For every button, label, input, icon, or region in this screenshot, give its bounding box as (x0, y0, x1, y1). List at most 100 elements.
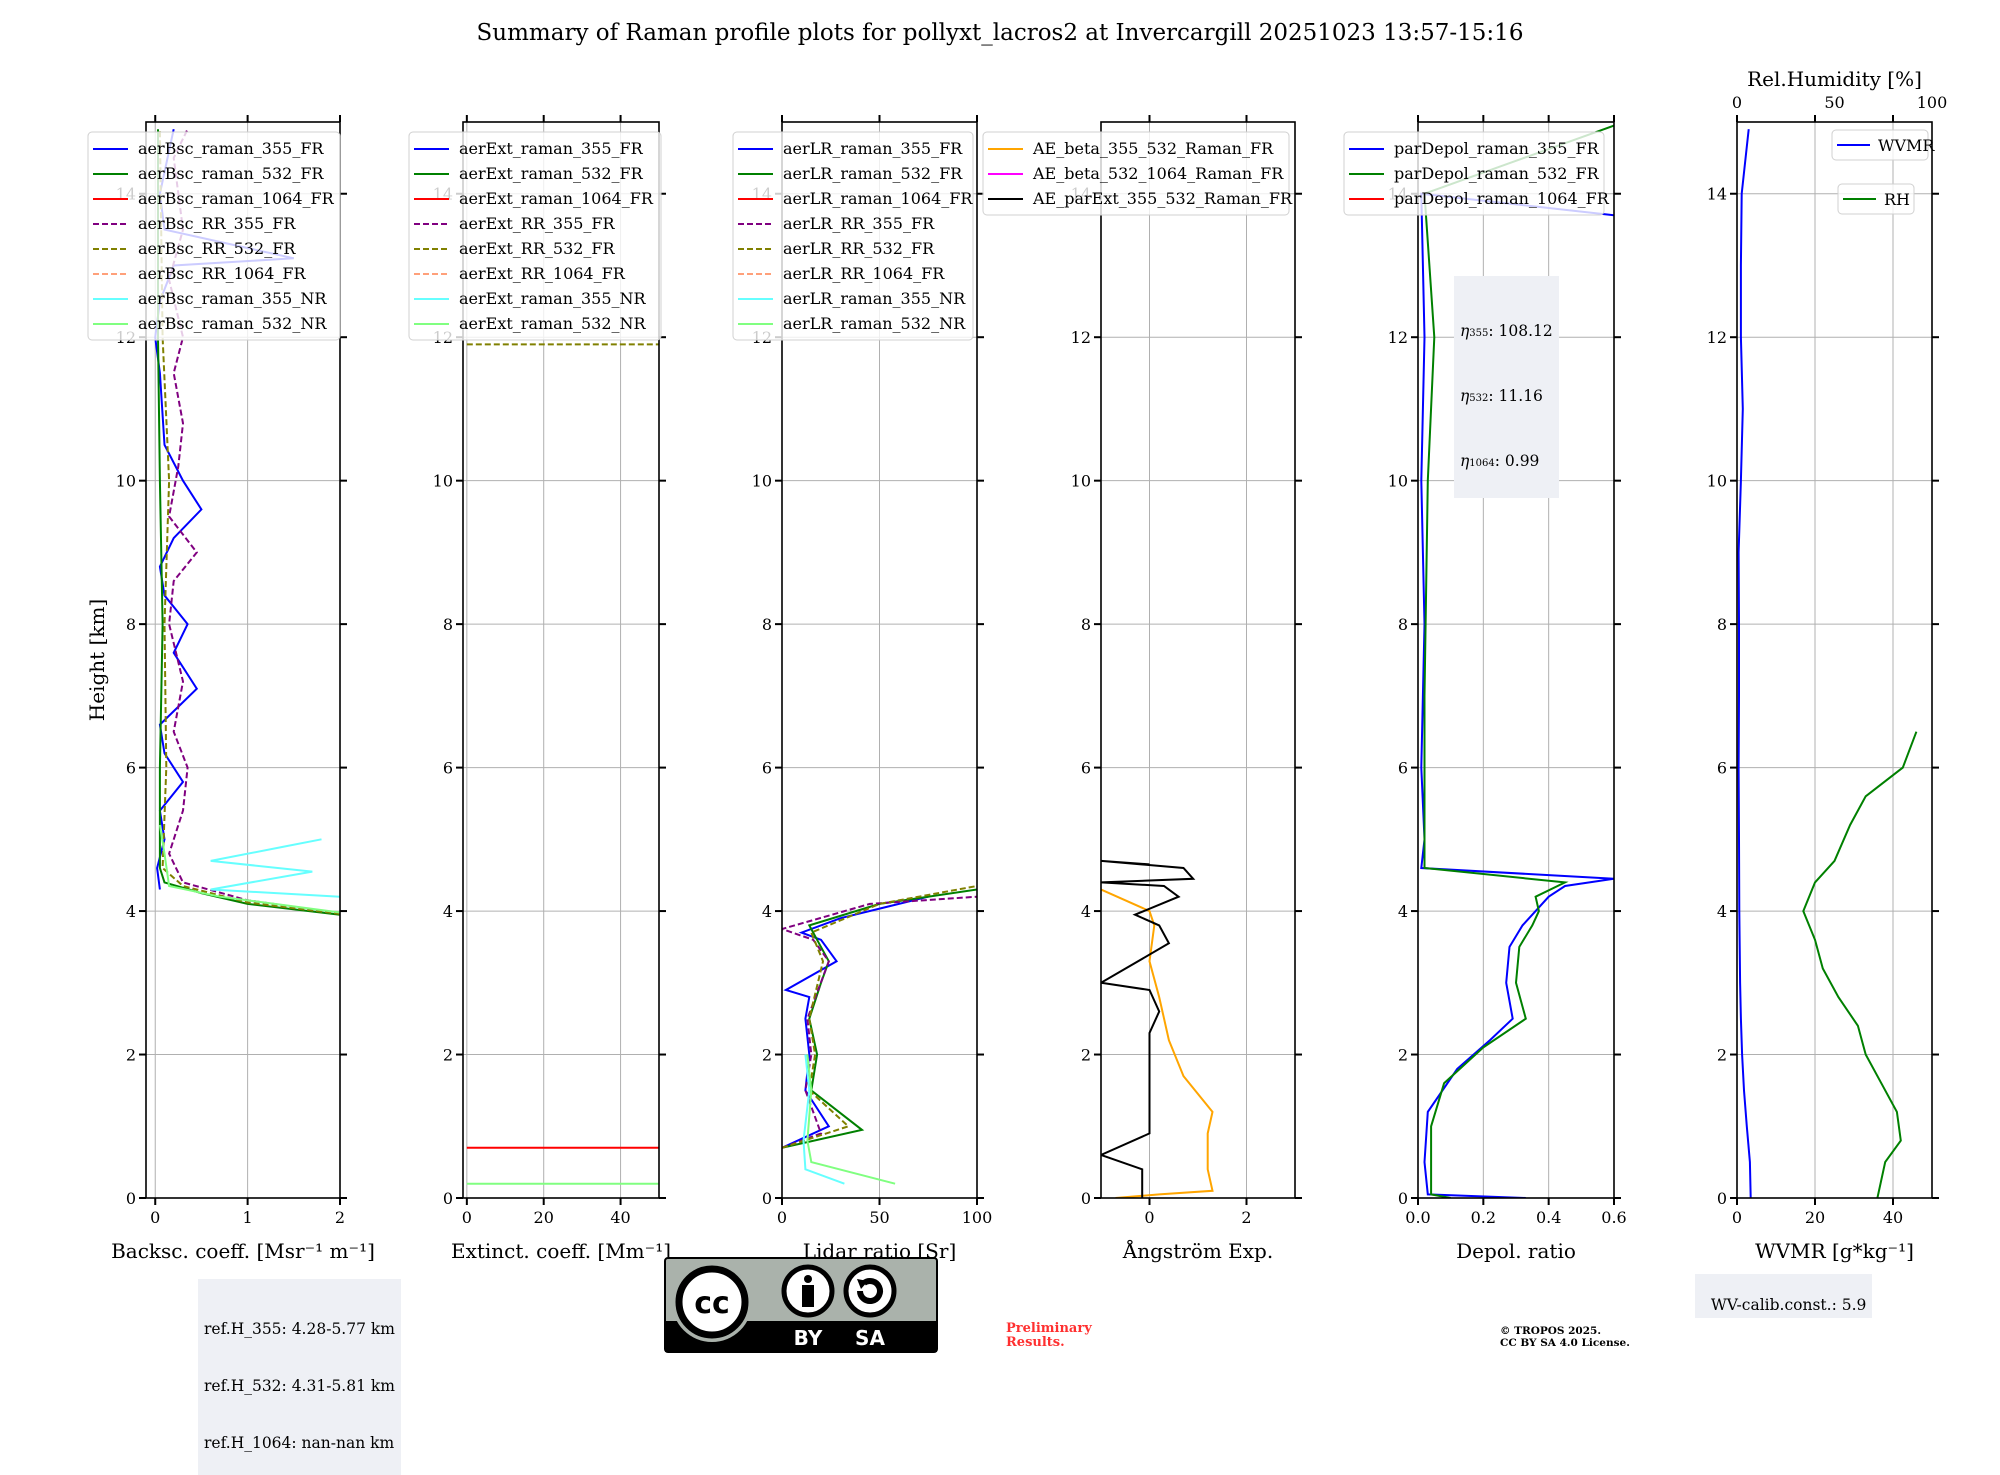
legend-frame (732, 131, 974, 341)
legend-label: aerExt_raman_532_NR (459, 314, 647, 333)
y-tick-label: 8 (1081, 615, 1091, 634)
legend-label: aerBsc_RR_532_FR (138, 239, 296, 258)
x-axis-label: Depol. ratio (1456, 1239, 1576, 1263)
x-tick-label: 2 (335, 1208, 345, 1227)
y-tick-label: 2 (762, 1046, 772, 1065)
axes-frame (1100, 121, 1296, 1199)
y-tick-label: 4 (1398, 902, 1408, 921)
legend-label: aerExt_raman_532_FR (459, 164, 644, 183)
legend-frame (1831, 129, 1929, 161)
figure-title: Summary of Raman profile plots for polly… (476, 20, 1524, 46)
y-tick-label: 8 (1398, 615, 1408, 634)
legend-label: aerLR_raman_532_FR (783, 164, 963, 183)
series-line-AE_parExt_355_532_Raman_FR (1101, 859, 1196, 1198)
series-line-aerLR_raman_532_NR (806, 1054, 896, 1185)
x-axis-label: WVMR [g*kg⁻¹] (1755, 1239, 1914, 1263)
series-line-parDepol_raman_532_FR (1423, 124, 1614, 1198)
series-group (1101, 859, 1214, 1198)
panel-depol: 0.00.20.40.602468101214Depol. ratioparDe… (1343, 115, 1627, 1263)
y-tick-label: 12 (1388, 328, 1408, 347)
x-axis-label: Extinct. coeff. [Mm⁻¹] (451, 1239, 671, 1263)
y-tick-label: 6 (1081, 759, 1091, 778)
y-tick-label: 10 (752, 472, 772, 491)
y-tick-label: 0 (1717, 1189, 1727, 1208)
svg-text:SA: SA (855, 1326, 885, 1350)
x-tick-label: 50 (869, 1208, 889, 1227)
legend-label: aerLR_raman_355_FR (783, 139, 963, 158)
y-tick-label: 12 (1071, 328, 1091, 347)
legend: AE_beta_355_532_Raman_FR AE_beta_532_1064… (982, 131, 1293, 216)
legend-label: aerExt_raman_355_FR (459, 139, 644, 158)
x-tick-label: 0.2 (1471, 1208, 1496, 1227)
y-tick-label: 0 (443, 1189, 453, 1208)
legend-label: aerExt_RR_1064_FR (459, 264, 626, 283)
legend: aerBsc_raman_355_FR aerBsc_raman_532_FRae… (87, 131, 341, 341)
legend-label: AE_beta_532_1064_Raman_FR (1032, 164, 1284, 183)
legend-label: aerBsc_raman_355_NR (138, 289, 327, 308)
y-tick-label: 4 (1717, 902, 1727, 921)
series-line-aerLR_raman_355_FR (782, 895, 929, 1149)
y-axis-label: Height [km] (85, 599, 109, 721)
y-tick-label: 4 (126, 902, 136, 921)
y-tick-label: 8 (762, 615, 772, 634)
axes-frame (145, 121, 341, 1199)
legend-label: AE_beta_355_532_Raman_FR (1032, 139, 1274, 158)
y-tick-label: 0 (126, 1189, 136, 1208)
y-tick-label: 2 (1081, 1046, 1091, 1065)
x-top-tick-label: 0 (1732, 93, 1742, 112)
x-tick-label: 1 (243, 1208, 253, 1227)
ref-height-532: ref.H_532: 4.31-5.81 km (204, 1377, 395, 1395)
x-tick-label: 40 (1883, 1208, 1903, 1227)
y-tick-label: 10 (1071, 472, 1091, 491)
y-tick-label: 6 (1717, 759, 1727, 778)
x-top-tick-label: 100 (1917, 93, 1948, 112)
legend: parDepol_raman_355_FR parDepol_raman_532_… (1343, 131, 1610, 216)
svg-text:BY: BY (794, 1326, 823, 1350)
x-tick-label: 0.0 (1405, 1208, 1430, 1227)
panel-lidar_ratio: 05010002468101214Lidar ratio [Sr]aerLR_r… (732, 115, 993, 1263)
y-tick-label: 2 (126, 1046, 136, 1065)
x-tick-label: 0 (462, 1208, 472, 1227)
series-line-aerBsc_raman_532_NR (158, 824, 340, 914)
x-tick-label: 2 (1241, 1208, 1251, 1227)
axes-frame (462, 121, 660, 1199)
x-axis-label: Backsc. coeff. [Msr⁻¹ m⁻¹] (111, 1239, 375, 1263)
y-tick-label: 8 (443, 615, 453, 634)
x-tick-label: 100 (962, 1208, 993, 1227)
eta-532: η532: 11.16 (1460, 387, 1543, 405)
copyright-note: © TROPOS 2025. CC BY SA 4.0 License. (1500, 1325, 1630, 1349)
legend-label: aerLR_RR_1064_FR (783, 264, 945, 283)
legend-label: parDepol_raman_355_FR (1394, 139, 1600, 158)
x-top-tick-label: 50 (1824, 93, 1844, 112)
x-tick-label: 0.4 (1536, 1208, 1561, 1227)
legend-label: parDepol_raman_532_FR (1394, 164, 1600, 183)
legend-frame (1343, 131, 1605, 216)
y-tick-label: 4 (1081, 902, 1091, 921)
legend-label: RH (1884, 190, 1910, 209)
y-tick-label: 6 (1398, 759, 1408, 778)
legend-label: aerExt_raman_1064_FR (459, 189, 654, 208)
y-tick-label: 10 (1388, 472, 1408, 491)
legend: aerLR_raman_355_FR aerLR_raman_532_FR aerL… (732, 131, 974, 341)
legend: WVMR (1831, 129, 1935, 161)
wv-calibration-box: WV-calib.const.: 5.9 (1695, 1274, 1873, 1318)
series-line-aerLR_RR_532_FR (782, 885, 977, 1149)
y-tick-label: 8 (1717, 615, 1727, 634)
x-tick-label: 0 (150, 1208, 160, 1227)
legend-label: aerExt_raman_355_NR (459, 289, 647, 308)
series-line-aerLR_raman_355_NR (802, 1054, 845, 1185)
legend-label: aerBsc_raman_532_FR (138, 164, 324, 183)
share-alike-icon (843, 1264, 897, 1318)
legend-label: WVMR (1878, 136, 1935, 155)
y-tick-label: 10 (433, 472, 453, 491)
series-line-aerBsc_raman_355_NR (210, 838, 340, 898)
axes-frame (1417, 121, 1615, 1199)
x-tick-label: 40 (610, 1208, 630, 1227)
legend-label: aerLR_raman_1064_FR (783, 189, 973, 208)
legend-label: parDepol_raman_1064_FR (1394, 189, 1610, 208)
legend-label: aerLR_raman_355_NR (783, 289, 966, 308)
legend-label: aerBsc_raman_1064_FR (138, 189, 335, 208)
legend: aerExt_raman_355_FR aerExt_raman_532_FRae… (408, 131, 662, 341)
panel-angstrom: 0202468101214Ångström Exp.AE_beta_355_53… (982, 115, 1302, 1263)
panel-wvmr_rh: 0 20 40 0 2 4 6 8 10 12 14 WVMR [g*kg⁻¹] 0 50 100 Rel.H… (1707, 67, 1948, 1263)
